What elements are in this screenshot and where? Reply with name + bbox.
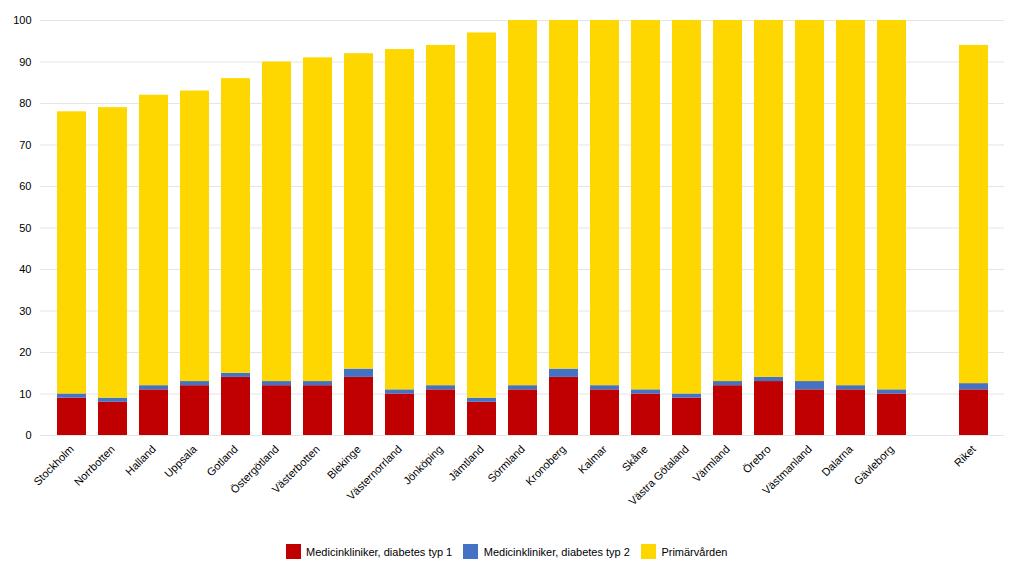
svg-text:Dalarna: Dalarna	[819, 442, 855, 478]
svg-text:60: 60	[19, 180, 31, 192]
svg-text:Västernorrland: Västernorrland	[344, 443, 404, 503]
html-text:Medicinkliniker, diabetes typ: Medicinkliniker, diabetes typ 2	[483, 545, 630, 558]
svg-text:Riket: Riket	[952, 443, 978, 469]
svg-text:Sörmland: Sörmland	[485, 443, 527, 485]
svg-text:Skåne: Skåne	[619, 443, 650, 474]
svg-text:Halland: Halland	[123, 443, 158, 478]
svg-text:50: 50	[19, 222, 31, 234]
svg-text:Jönköping: Jönköping	[401, 443, 445, 487]
svg-text:Gävleborg: Gävleborg	[852, 443, 896, 487]
svg-text:100: 100	[13, 14, 31, 26]
svg-text:Stockholm: Stockholm	[31, 443, 76, 488]
svg-text:Norrbotten: Norrbotten	[72, 443, 117, 488]
svg-text:Gotland: Gotland	[204, 443, 240, 479]
svg-text:20: 20	[19, 346, 31, 358]
html-text:Medicinkliniker, diabetes typ: Medicinkliniker, diabetes typ 1	[306, 545, 453, 558]
svg-text:Västra Götaland: Västra Götaland	[626, 443, 691, 508]
html-text:Primärvården: Primärvården	[661, 545, 728, 558]
svg-text:Västmanland: Västmanland	[760, 443, 814, 497]
svg-text:Jämtland: Jämtland	[446, 443, 486, 483]
svg-text:Västerbotten: Västerbotten	[269, 443, 322, 496]
svg-text:70: 70	[19, 139, 31, 151]
svg-text:80: 80	[19, 97, 31, 109]
svg-text:Kalmar: Kalmar	[576, 443, 609, 476]
svg-text:90: 90	[19, 56, 31, 68]
svg-text:0: 0	[25, 429, 31, 441]
svg-text:30: 30	[19, 305, 31, 317]
svg-text:Uppsala: Uppsala	[162, 442, 200, 480]
svg-text:40: 40	[19, 263, 31, 275]
svg-text:10: 10	[19, 388, 31, 400]
svg-text:Värmland: Värmland	[690, 443, 732, 485]
svg-text:Kronoberg: Kronoberg	[523, 443, 568, 488]
svg-text:Örebro: Örebro	[740, 443, 773, 476]
svg-text:Blekinge: Blekinge	[325, 443, 363, 481]
svg-text:Östergötland: Östergötland	[227, 442, 281, 496]
